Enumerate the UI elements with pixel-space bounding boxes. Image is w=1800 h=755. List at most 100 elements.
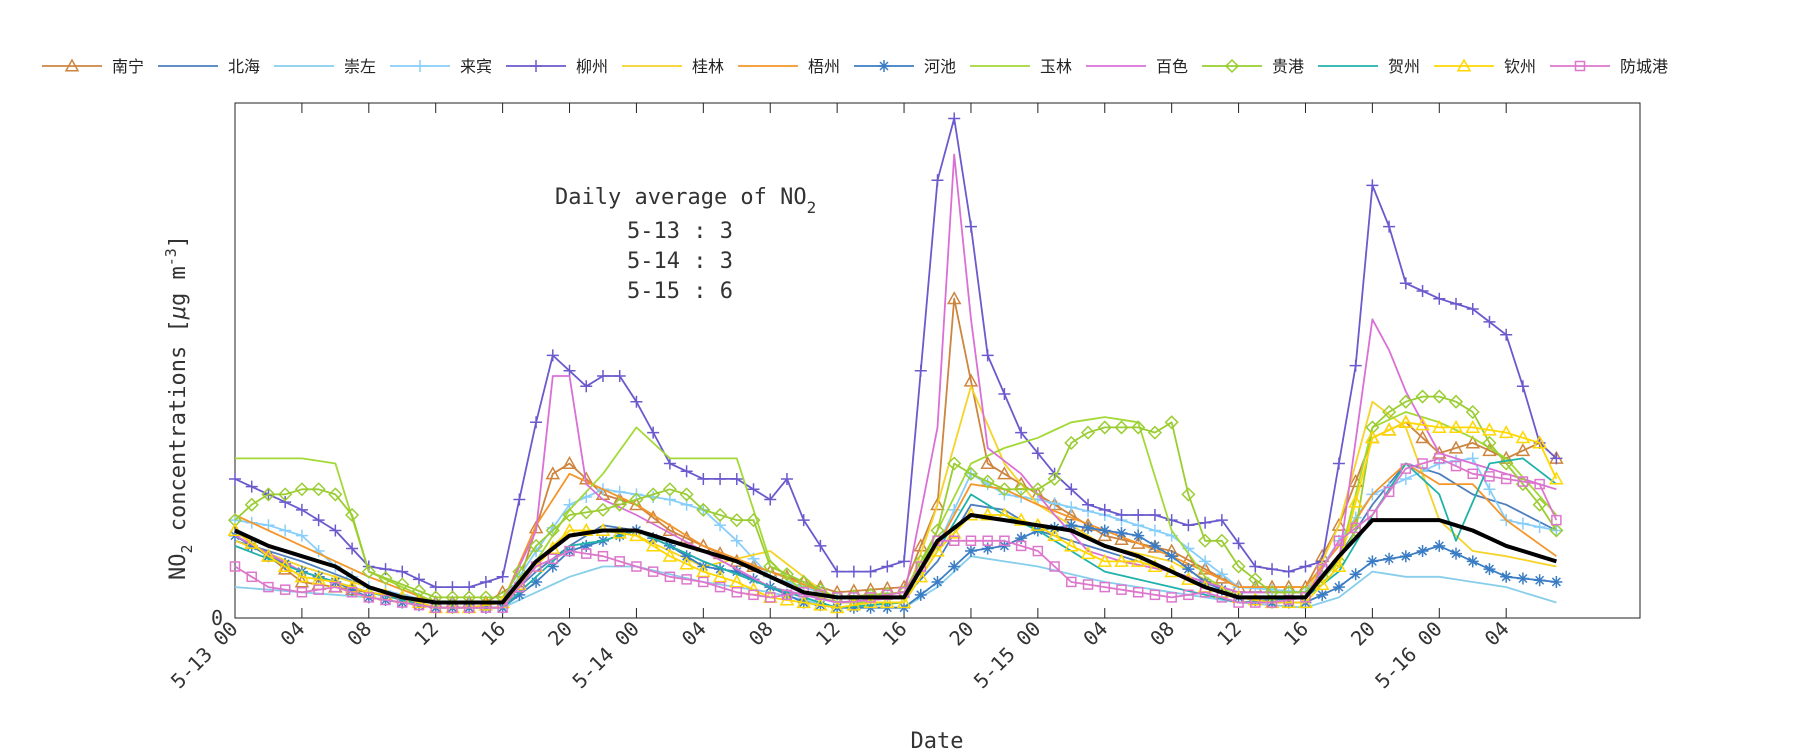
series-point [1549, 471, 1564, 485]
series-point [714, 563, 727, 576]
series-point [997, 482, 1012, 497]
series-point [647, 426, 660, 439]
series-point [965, 535, 977, 546]
series-point [1182, 519, 1195, 532]
series-point [229, 472, 241, 485]
series-point [345, 507, 360, 523]
series-point [295, 529, 308, 542]
series-point [1248, 572, 1263, 587]
legend-item: 柳州 [506, 57, 608, 76]
series-point [730, 472, 743, 485]
legend-label: 玉林 [1040, 57, 1072, 76]
series-point [1465, 404, 1480, 420]
x-tick-label: 5-16 00 [1370, 617, 1447, 694]
x-tick-label: 5-14 00 [567, 617, 644, 694]
series-point [646, 487, 661, 502]
series-point [1231, 559, 1246, 574]
series-point [1299, 560, 1312, 573]
series-point [1432, 419, 1447, 433]
series-point [244, 497, 259, 512]
series-point [296, 587, 308, 598]
series-point [730, 534, 743, 547]
series-point [797, 514, 810, 527]
series-point [662, 548, 678, 562]
series-point [530, 575, 543, 588]
series-point [562, 455, 577, 470]
series-point [1048, 497, 1061, 510]
series-point [278, 487, 293, 502]
daily-average-annotation: Daily average of NO2 5-13 : 3 5-14 : 3 5… [555, 185, 816, 304]
legend-label: 崇左 [344, 57, 376, 76]
series-point [829, 600, 845, 614]
series-point [1500, 328, 1513, 341]
series-point [997, 466, 1012, 480]
series-point [246, 571, 257, 583]
series-point [1132, 509, 1145, 521]
series-point [279, 584, 291, 595]
series-point [729, 574, 745, 588]
series-point [279, 524, 292, 537]
series-point [379, 563, 392, 576]
series-point [748, 589, 759, 601]
series-point [712, 569, 728, 583]
series-point [964, 545, 977, 558]
series-point [1014, 482, 1029, 497]
legend-item: 河池 [854, 57, 956, 76]
series-point [747, 573, 760, 586]
series-point [1466, 303, 1479, 315]
series-point [1132, 587, 1144, 598]
y-axis-label: NO2 concentrations [μg m-3] [162, 235, 196, 580]
series-point [563, 364, 576, 377]
series-point [262, 519, 275, 532]
series-point [1064, 538, 1079, 552]
annotation-line-3: 5-15 : 6 [627, 279, 733, 304]
series-point [1399, 550, 1412, 563]
series-point [1532, 497, 1547, 512]
series-point [896, 595, 912, 609]
legend-swatch-marker [878, 60, 890, 72]
series-point [313, 584, 324, 595]
series-point [697, 472, 710, 485]
series-point [346, 587, 358, 598]
series-point [980, 474, 995, 489]
series-point [630, 395, 643, 408]
series-point [947, 456, 962, 471]
series-point [1383, 552, 1396, 565]
series-point [363, 592, 375, 603]
legend-item: 桂林 [622, 57, 724, 76]
series-point [1498, 425, 1514, 439]
series-point [1482, 422, 1497, 436]
series-point [1165, 550, 1178, 563]
series-point [311, 571, 326, 585]
series-point [1365, 420, 1380, 435]
series-point [1316, 588, 1329, 601]
series-point [1082, 579, 1094, 590]
series-point [1282, 565, 1295, 578]
series-point [244, 535, 260, 549]
series-point [864, 565, 877, 578]
series-point [1434, 453, 1445, 464]
axis-ticks [234, 103, 1507, 618]
series-point [1332, 457, 1345, 470]
series-point [931, 575, 944, 588]
series-point [1148, 509, 1161, 521]
series-point [981, 349, 994, 362]
series-point [1166, 592, 1177, 603]
series-point [1383, 486, 1395, 498]
series-point [1015, 540, 1027, 552]
legend-label: 来宾 [460, 57, 492, 76]
series-point [1132, 529, 1145, 542]
series-point [245, 480, 258, 493]
series-point [261, 487, 276, 502]
series-point [1533, 521, 1546, 534]
series-point [546, 349, 559, 362]
x-tick-label: 16 [878, 617, 912, 651]
series-point [1097, 420, 1112, 435]
x-tick-label: 5-15 00 [969, 617, 1046, 694]
series-point [932, 535, 943, 546]
series-point [914, 588, 927, 601]
series-point [747, 483, 760, 496]
legend-item: 崇左 [274, 57, 376, 76]
series-point [1500, 473, 1512, 485]
series-point [1031, 447, 1044, 460]
